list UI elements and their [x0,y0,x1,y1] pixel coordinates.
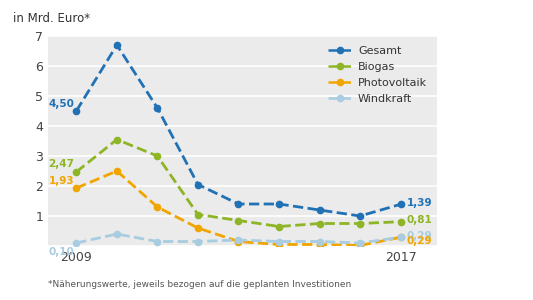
Text: 1,39: 1,39 [407,198,432,208]
Text: 4,50: 4,50 [49,99,74,109]
Text: 0,29: 0,29 [407,236,432,246]
Text: in Mrd. Euro*: in Mrd. Euro* [13,13,90,26]
Text: 0,29: 0,29 [407,231,432,241]
Text: 0,10: 0,10 [49,247,74,256]
Text: 0,81: 0,81 [407,215,432,225]
Legend: Gesamt, Biogas, Photovoltaik, Windkraft: Gesamt, Biogas, Photovoltaik, Windkraft [324,42,432,109]
Text: 2,47: 2,47 [49,160,74,170]
Text: 1,93: 1,93 [49,176,74,186]
Text: *Näherungswerte, jeweils bezogen auf die geplanten Investitionen: *Näherungswerte, jeweils bezogen auf die… [48,280,351,289]
